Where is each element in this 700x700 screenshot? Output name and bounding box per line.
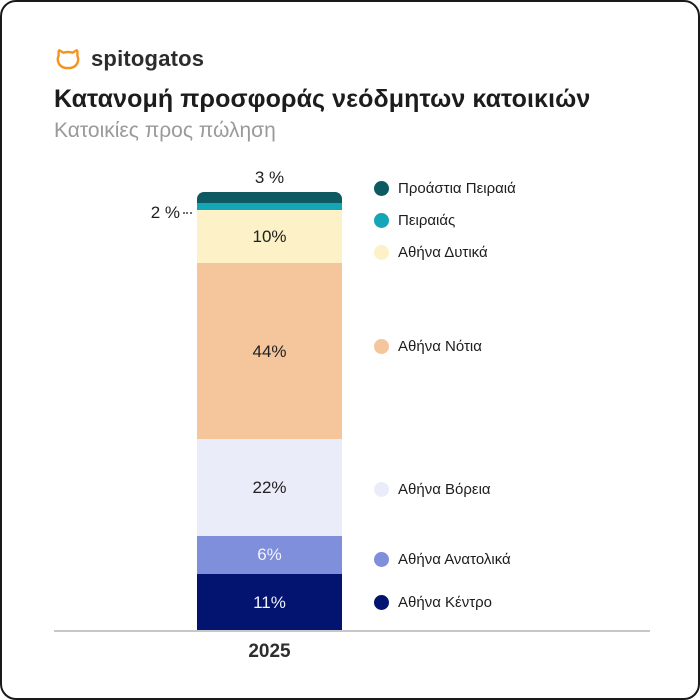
legend-dot (374, 181, 389, 196)
bar-segment-6: 6% (197, 535, 342, 575)
chart-subtitle: Κατοικίες προς πώληση (54, 119, 276, 142)
leader-dots (183, 212, 192, 214)
cat-icon (56, 48, 80, 69)
chart-title: Κατανομή προσφοράς νεόδμητων κατοικιών (54, 85, 591, 113)
legend-dot (374, 552, 389, 567)
segment-value-label: 11% (253, 593, 286, 613)
legend-dot (374, 245, 389, 260)
legend: Προάστια Πειραιά Πειραιάς Αθήνα Δυτικά Αθήν… (374, 2, 664, 698)
legend-label: Αθήνα Ανατολικά (398, 551, 511, 568)
legend-label: Αθήνα Βόρεια (398, 481, 491, 498)
legend-item-7: Αθήνα Κέντρο (374, 592, 492, 613)
legend-item-2: Πειραιάς (374, 210, 455, 231)
segment-value-label: 6% (257, 545, 282, 565)
legend-item-1: Προάστια Πειραιά (374, 178, 516, 199)
segment-value-label: 44% (252, 341, 287, 361)
x-axis-line (54, 630, 650, 632)
legend-dot (374, 213, 389, 228)
segment-value-label: 22% (252, 477, 287, 497)
bar-segment-3: 10% (197, 210, 342, 264)
bar-segment-4: 44% (197, 263, 342, 440)
segment-label-left: 2 % (136, 202, 192, 224)
stacked-bar: 10% 44% 22% 6% 11% (197, 192, 342, 631)
legend-item-3: Αθήνα Δυτικά (374, 242, 488, 263)
segment-value-label: 10% (252, 227, 287, 247)
segment-label-left-text: 2 % (150, 203, 180, 222)
x-axis-tick-label: 2025 (248, 641, 291, 662)
legend-label: Αθήνα Δυτικά (398, 244, 488, 261)
legend-item-5: Αθήνα Βόρεια (374, 479, 491, 500)
legend-item-4: Αθήνα Νότια (374, 336, 482, 357)
brand-name: spitogatos (91, 46, 205, 71)
bar-segment-5: 22% (197, 439, 342, 536)
legend-label: Αθήνα Νότια (398, 338, 482, 355)
brand-logo: spitogatos (54, 46, 204, 72)
segment-label-above: 3 % (254, 168, 285, 187)
bar-segment-2 (197, 202, 342, 211)
legend-label: Αθήνα Κέντρο (398, 594, 493, 611)
bar-segment-7: 11% (197, 574, 342, 631)
bar-segment-1 (197, 192, 342, 203)
legend-label: Πειραιάς (398, 212, 456, 229)
legend-dot (374, 482, 389, 497)
legend-dot (374, 339, 389, 354)
legend-item-6: Αθήνα Ανατολικά (374, 549, 511, 570)
legend-label: Προάστια Πειραιά (398, 180, 516, 197)
legend-dot (374, 595, 389, 610)
